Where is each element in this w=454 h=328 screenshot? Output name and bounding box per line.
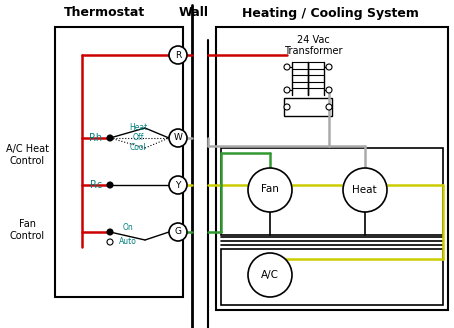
Circle shape <box>169 46 187 64</box>
Text: A/C: A/C <box>261 270 279 280</box>
Text: Auto: Auto <box>119 236 137 245</box>
Text: G: G <box>174 228 182 236</box>
Bar <box>221 148 443 235</box>
Circle shape <box>284 87 290 93</box>
Circle shape <box>248 253 292 297</box>
Text: On: On <box>123 223 133 233</box>
Text: W: W <box>173 133 183 142</box>
Circle shape <box>248 168 292 212</box>
Circle shape <box>326 104 332 110</box>
Circle shape <box>326 87 332 93</box>
Bar <box>55 27 183 297</box>
Circle shape <box>326 64 332 70</box>
Text: Wall: Wall <box>179 7 209 19</box>
Text: 24 Vac: 24 Vac <box>296 35 329 45</box>
Text: Rh: Rh <box>89 133 103 143</box>
Circle shape <box>169 223 187 241</box>
Bar <box>216 27 448 310</box>
Circle shape <box>284 104 290 110</box>
Text: Fan: Fan <box>261 184 279 194</box>
Text: Fan
Control: Fan Control <box>10 219 44 241</box>
Text: Thermostat: Thermostat <box>64 7 146 19</box>
Text: Heat: Heat <box>352 185 376 195</box>
Circle shape <box>107 229 113 235</box>
Text: Heat: Heat <box>129 124 147 133</box>
Text: Rc: Rc <box>90 180 102 190</box>
Text: Cool: Cool <box>130 144 146 153</box>
Text: Heating / Cooling System: Heating / Cooling System <box>242 7 419 19</box>
Text: A/C Heat
Control: A/C Heat Control <box>5 144 49 166</box>
Circle shape <box>284 64 290 70</box>
Circle shape <box>107 135 113 141</box>
Text: R: R <box>175 51 181 59</box>
Circle shape <box>343 168 387 212</box>
Text: Y: Y <box>175 180 181 190</box>
Text: Off: Off <box>132 133 143 142</box>
Circle shape <box>169 176 187 194</box>
Circle shape <box>107 182 113 188</box>
Text: Transformer: Transformer <box>284 46 342 56</box>
Circle shape <box>169 129 187 147</box>
Circle shape <box>107 239 113 245</box>
Bar <box>221 249 443 305</box>
Bar <box>284 98 332 116</box>
